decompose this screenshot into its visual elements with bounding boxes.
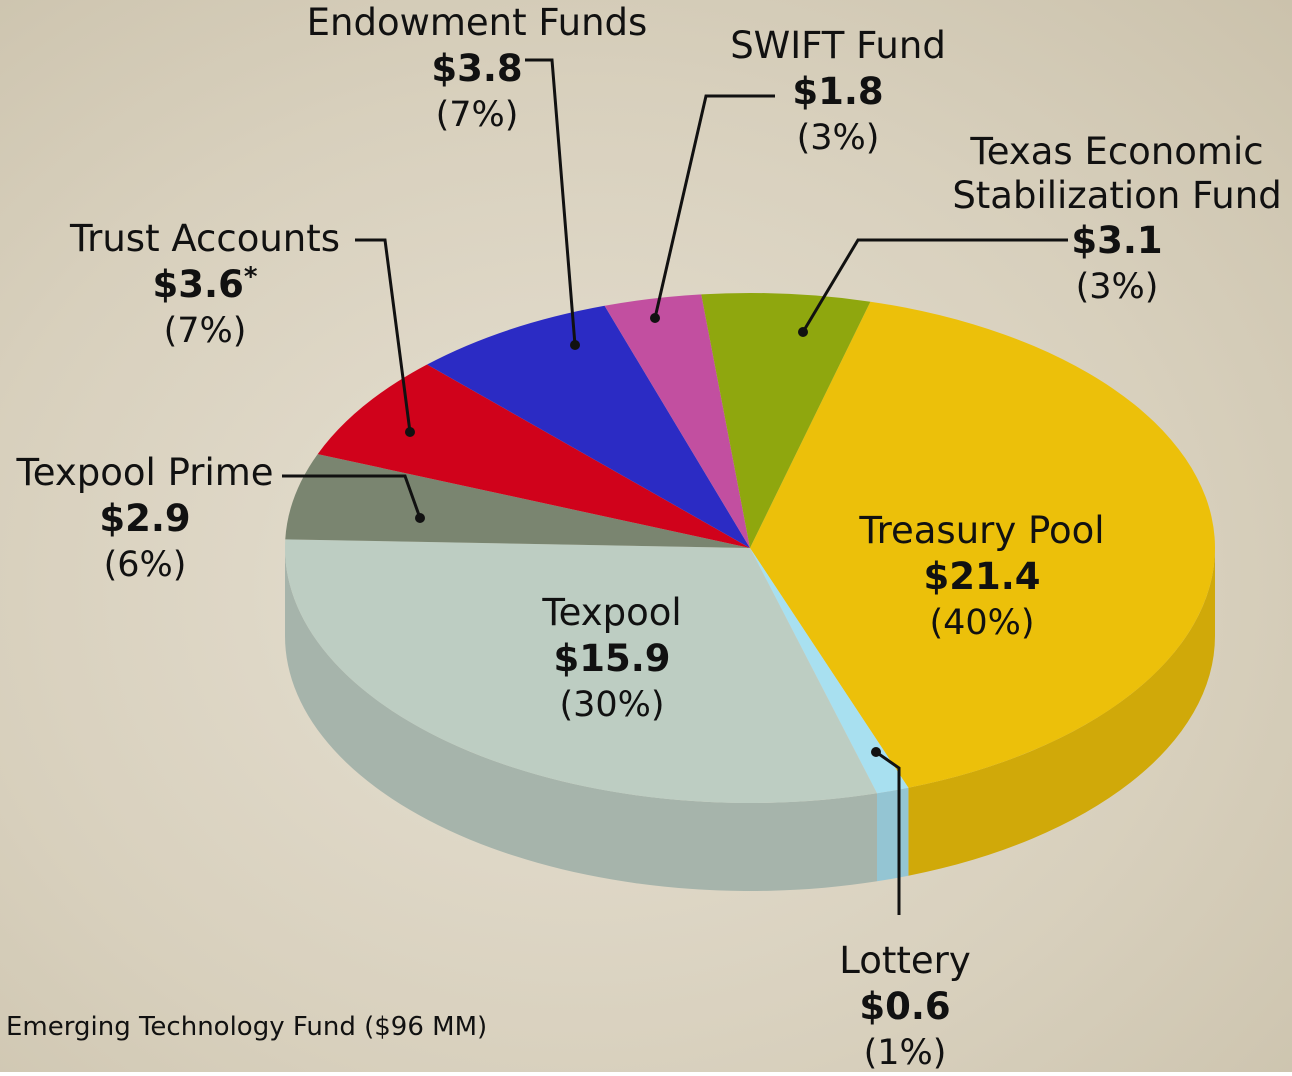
value-text: $3.1 — [1071, 219, 1163, 262]
value-label: $3.6* — [70, 262, 340, 308]
slice-side — [285, 548, 877, 891]
leader-dot — [570, 340, 580, 350]
value-text: $3.8 — [431, 47, 523, 90]
slice-side — [908, 548, 1215, 876]
slice — [317, 364, 750, 548]
leader-dot — [415, 513, 425, 523]
category-label: Texpool — [542, 591, 682, 634]
value-label: $2.9 — [16, 496, 273, 542]
percent-label: (30%) — [559, 685, 665, 725]
leader-line — [875, 750, 901, 915]
leader-dot — [871, 747, 881, 757]
category-label: Trust Accounts — [69, 217, 341, 260]
leader-line — [801, 238, 1068, 333]
leader-line — [355, 238, 412, 433]
annotation: * — [243, 262, 258, 292]
category-label: Texpool Prime — [16, 451, 274, 494]
footnote: Emerging Technology Fund ($96 MM) — [6, 1012, 488, 1042]
value-label: $3.8 — [307, 46, 648, 92]
category-label: Lottery — [839, 939, 971, 982]
percent-label: (40%) — [929, 603, 1035, 643]
slice — [284, 539, 877, 803]
percent-label: (3%) — [1075, 267, 1159, 307]
slice — [701, 293, 871, 548]
value-label: $21.4 — [859, 554, 1104, 600]
value-text: $1.8 — [792, 70, 884, 113]
slice — [604, 294, 750, 548]
percent-label: (6%) — [103, 545, 187, 585]
slice-label: SWIFT Fund $1.8 (3%) — [730, 23, 946, 161]
leader-dot — [405, 427, 415, 437]
value-label: $15.9 — [542, 636, 681, 682]
slice-side — [876, 787, 909, 882]
slice — [285, 454, 750, 548]
slice-label: Trust Accounts $3.6* (7%) — [70, 216, 340, 354]
value-label: $1.8 — [730, 69, 946, 115]
category-label: Treasury Pool — [859, 509, 1105, 552]
leader-dot — [650, 313, 660, 323]
slice-label: Texpool $15.9 (30%) — [542, 590, 681, 728]
value-text: $3.6 — [152, 263, 244, 306]
slice-label: Lottery $0.6 (1%) — [839, 938, 971, 1076]
slice-label: Texas Economic Stabilization Fund $3.1 (3%… — [937, 130, 1292, 310]
category-label: Texas Economic Stabilization Fund — [952, 130, 1282, 217]
leader-line — [282, 474, 422, 519]
value-text: $21.4 — [923, 555, 1041, 598]
slice — [427, 305, 750, 548]
value-text: $0.6 — [859, 985, 951, 1028]
percent-label: (7%) — [163, 311, 247, 351]
value-label: $3.1 — [937, 218, 1292, 264]
slice — [750, 548, 909, 794]
value-label: $0.6 — [839, 984, 971, 1030]
slice-label: Treasury Pool $21.4 (40%) — [859, 508, 1104, 646]
slice-label: Texpool Prime $2.9 (6%) — [16, 450, 273, 588]
leader-line — [525, 58, 577, 346]
percent-label: (7%) — [435, 95, 519, 135]
slice — [750, 301, 1216, 788]
value-text: $15.9 — [553, 637, 671, 680]
leader-line — [653, 94, 775, 319]
leader-dot — [798, 327, 808, 337]
category-label: Endowment Funds — [306, 1, 648, 44]
percent-label: (1%) — [863, 1033, 947, 1073]
slice-label: Endowment Funds $3.8 (7%) — [307, 0, 648, 138]
percent-label: (3%) — [796, 118, 880, 158]
value-text: $2.9 — [99, 497, 191, 540]
category-label: SWIFT Fund — [730, 24, 946, 67]
